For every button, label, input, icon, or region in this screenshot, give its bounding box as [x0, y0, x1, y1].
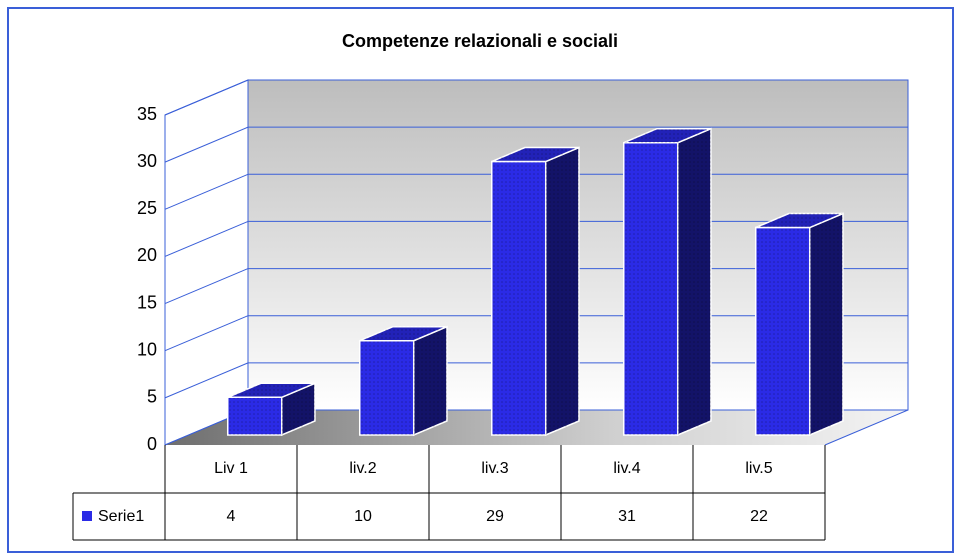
bar-top-texture: [491, 147, 579, 162]
grid-line: [164, 126, 249, 163]
bar: [490, 146, 580, 437]
legend-label: Serie1: [98, 508, 144, 525]
table-value: 31: [618, 508, 636, 525]
y-tick-label: 5: [147, 387, 157, 407]
y-tick-label: 0: [147, 434, 157, 454]
table-value: 10: [354, 508, 372, 525]
grid-line: [164, 362, 249, 399]
bar-top-texture: [623, 128, 711, 143]
grid-line: [164, 173, 249, 210]
bar-front-texture: [491, 161, 546, 435]
bar: [622, 127, 712, 437]
bar-side-texture: [413, 326, 447, 435]
x-tick-label: liv.4: [613, 460, 640, 477]
y-tick-label: 10: [137, 339, 157, 359]
bar-side-texture: [281, 383, 315, 435]
x-tick-label: liv.3: [481, 460, 508, 477]
legend-swatch: [82, 511, 92, 521]
side-wall: [164, 79, 249, 446]
bar: [754, 212, 844, 437]
bar-top-texture: [755, 213, 843, 228]
y-tick-label: 15: [137, 292, 157, 312]
bar-side-texture: [677, 128, 711, 435]
x-tick-label: Liv 1: [214, 460, 248, 477]
table-value: 4: [227, 508, 236, 525]
x-tick-label: liv.5: [745, 460, 772, 477]
y-tick-label: 20: [137, 245, 157, 265]
table-value: 22: [750, 508, 768, 525]
y-tick-label: 35: [137, 104, 157, 124]
bar: [226, 382, 316, 437]
bar: [358, 325, 448, 437]
grid-line: [164, 315, 249, 352]
bar-top-texture: [359, 326, 447, 341]
grid-line: [164, 220, 249, 257]
bar-side-texture: [809, 213, 843, 435]
floor-edge: [824, 409, 909, 446]
bar-top-texture: [227, 383, 315, 398]
grid-line: [164, 268, 249, 305]
bar-front-texture: [227, 397, 282, 435]
x-tick-label: liv.2: [349, 460, 376, 477]
y-tick-label: 25: [137, 198, 157, 218]
bar-front-texture: [623, 142, 678, 435]
bar-side-texture: [545, 147, 579, 435]
table-value: 29: [486, 508, 504, 525]
bar-front-texture: [755, 227, 810, 435]
bar-front-texture: [359, 340, 414, 435]
chart-title: Competenze relazionali e sociali: [342, 31, 618, 51]
y-tick-label: 30: [137, 151, 157, 171]
grid-line: [164, 79, 249, 116]
